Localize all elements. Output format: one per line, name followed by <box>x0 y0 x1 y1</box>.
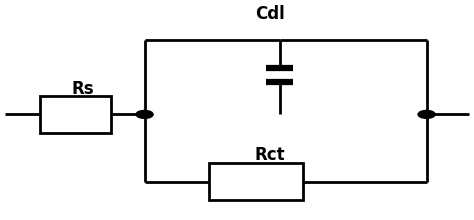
Bar <box>40 96 111 133</box>
Circle shape <box>136 110 153 118</box>
Circle shape <box>418 110 435 118</box>
Text: Rct: Rct <box>255 146 285 164</box>
Bar <box>209 163 303 200</box>
Text: Rs: Rs <box>72 80 94 98</box>
Text: Cdl: Cdl <box>255 5 285 23</box>
